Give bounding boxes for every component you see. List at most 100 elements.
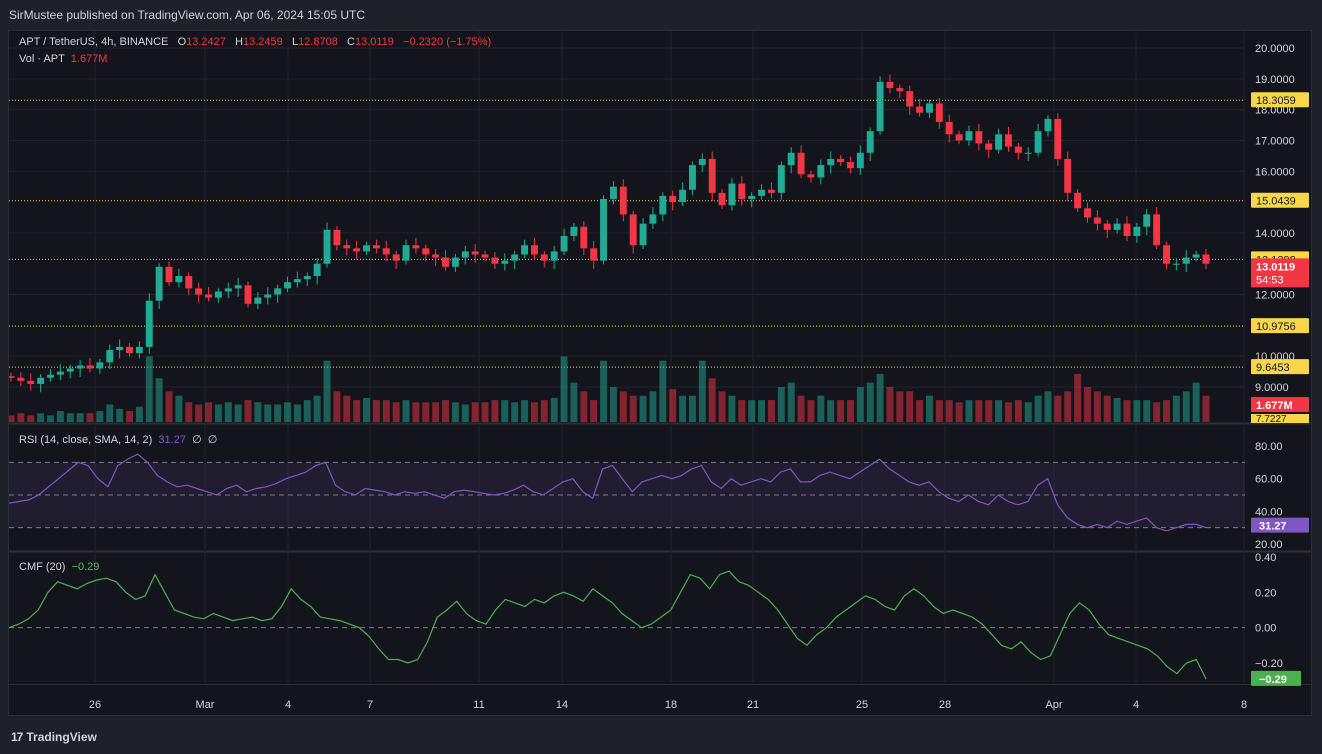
cmf-axis-label: 0.00 [1255,623,1276,635]
volume-bar [600,360,608,422]
current-price-tag: 13.0119 [1256,261,1295,273]
volume-bar [985,400,993,422]
candle-body [1044,118,1052,132]
candle-body [1133,226,1141,236]
rsi-value: 31.27 [158,434,186,446]
volume-bar [224,402,232,422]
volume-bar [205,402,212,422]
volume-bar [155,378,163,422]
volume-bar [17,413,25,422]
volume-bar [767,400,775,422]
tv-logo-icon: 17 [11,730,23,744]
time-axis-label: 11 [473,699,484,711]
volume-bar [442,400,450,422]
candle-body [550,251,558,261]
time-axis-label: 25 [856,699,868,711]
candle-body [629,214,637,246]
candle-body [698,158,706,166]
volume-bar [886,387,894,422]
time-axis-label: 21 [747,699,759,711]
candle-body [718,192,726,206]
rsi-axis-label: 20.00 [1255,539,1283,551]
volume-bar [679,395,687,422]
candle-body [106,350,114,363]
volume-bar [481,402,489,422]
candle-body [669,195,677,203]
cmf-label: CMF (20) [19,561,66,573]
volume-value: 1.677M [70,53,108,65]
candle-body [382,248,390,255]
candle-body [511,254,519,261]
footer-bar: 17 TradingView [0,718,1322,754]
candle-body [27,380,35,384]
volume-bar [135,406,143,422]
candle-body [37,377,45,384]
volume-bar [165,391,173,422]
candle-body [234,285,242,289]
price-axis-label: 9.0000 [1255,382,1289,394]
candle-body [76,365,84,369]
candle-body [372,245,380,249]
volume-bar [728,395,736,422]
candle-body [619,186,627,215]
volume-tag-bg [1251,397,1309,412]
countdown-tag: 54:53 [1256,274,1284,286]
volume-bar [619,391,627,422]
candle-body [728,183,736,206]
candle-body [600,199,608,261]
volume-bar [313,395,321,422]
candle-body [491,257,499,264]
candle-body [343,245,351,249]
open-value: 13.2427 [186,36,226,48]
publisher-text: SirMustee published on TradingView.com, … [9,8,365,22]
chart-svg[interactable]: 20.0000 19.0000 18.0000 17.0000 16.0000 14.00… [9,31,1311,715]
volume-bar [353,400,361,422]
chart-area[interactable]: 20.0000 19.0000 18.0000 17.0000 16.0000 14.00… [8,30,1312,716]
candle-body [1113,223,1121,230]
volume-bar [718,391,726,422]
candle-body [649,214,657,224]
candle-body [501,260,509,264]
volume-bar [847,400,854,422]
partial-tag-bg [1251,414,1309,423]
volume-bar [1153,402,1161,422]
volume-bar [935,400,943,422]
candle-body [195,288,203,295]
level-price-tag: 18.3059 [1256,95,1296,107]
candle-body [787,152,795,166]
candle-body [916,106,924,113]
volume-bar [777,387,785,422]
volume-bar [866,382,874,422]
volume-bar [106,404,114,422]
candle-body [679,189,687,203]
price-axis-label: 19.0000 [1255,74,1295,86]
volume-bar [748,400,756,422]
volume-bar [323,360,331,422]
rsi-line [9,453,1207,532]
high-label: H [235,36,244,48]
candle-body [995,134,1003,150]
candle-body [66,368,74,372]
candle-body [1192,254,1200,258]
tradingview-logo[interactable]: 17 TradingView [11,730,97,744]
candle-body [224,288,232,292]
volume-bar [609,387,617,422]
candle-body [659,195,667,215]
symbol-legend: APT / TetherUS, 4h, BINANCE O13.2427 H13… [19,36,491,48]
volume-bar [126,411,133,422]
cmf-value: −0.29 [71,561,100,573]
candle-body [126,346,133,354]
candle-body [471,251,479,255]
volume-bar [590,400,598,422]
candle-body [777,165,785,193]
candle-body [56,371,64,375]
candle-body [451,257,459,267]
volume-bar [916,400,924,422]
publisher-bar: SirMustee published on TradingView.com, … [0,0,1322,30]
volume-bar [1103,395,1111,422]
volume-bar [669,389,677,422]
candle-body [1143,214,1151,227]
candle-body [521,245,529,255]
volume-bar [629,395,637,422]
volume-bar [501,400,509,422]
